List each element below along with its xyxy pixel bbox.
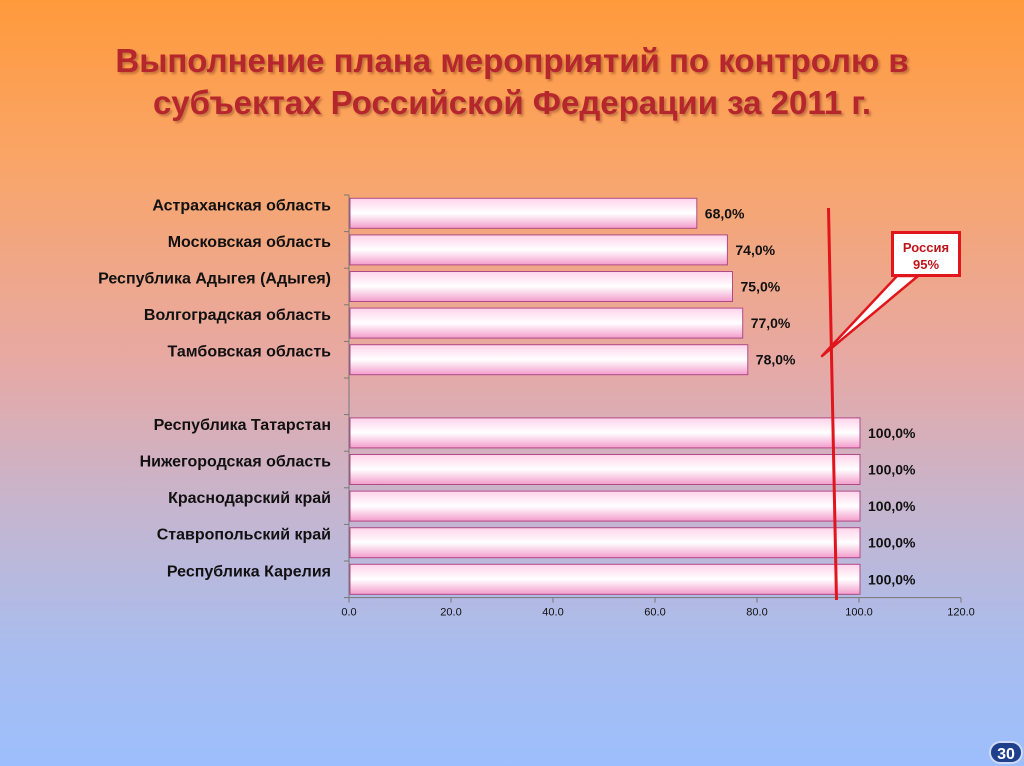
slide-title: Выполнение плана мероприятий по контролю… [115,42,909,121]
chart-bars [349,197,861,595]
category-label: Республика Адыгея (Адыгея) [98,271,331,288]
data-label: 100,0% [868,571,916,587]
bar [349,417,861,449]
reference-line [827,207,838,601]
data-label: 78,0% [756,352,796,368]
category-label: Ставропольский край [157,527,331,544]
category-label: Республика Татарстан [154,417,331,434]
chart-labels: Астраханская область 68,0% Московская обла… [98,197,916,587]
bar [349,307,744,339]
bar [349,527,861,559]
callout-pointer [820,274,920,358]
x-tick-label: 60.0 [644,607,665,619]
chart-axes: 0.0 20.0 40.0 60.0 80.0 100.0 120.0 [341,194,975,619]
bar [349,234,728,266]
page-number-badge: 30 [989,741,1023,764]
x-tick-label: 80.0 [746,607,767,619]
category-label: Нижегородская область [140,454,332,471]
bar [349,197,698,229]
bar [349,490,861,522]
bar [349,271,733,302]
category-label: Московская область [168,234,331,251]
data-label: 75,0% [741,279,781,295]
data-label: 74,0% [735,242,775,258]
bar [349,344,749,376]
data-label: 68,0% [705,205,745,221]
russia-callout: Россия 95% [891,231,961,277]
category-label: Волгоградская область [144,307,331,324]
category-label: Республика Карелия [167,563,331,580]
data-label: 100,0% [868,462,916,478]
category-label: Краснодарский край [168,490,331,507]
bar [349,563,861,595]
callout-value: 95% [912,257,940,272]
callout-label: Россия [902,240,950,255]
data-label: 100,0% [868,425,916,441]
category-label: Астраханская область [152,197,331,214]
bar [349,454,861,485]
x-tick-label: 0.0 [341,607,356,619]
data-label: 100,0% [868,498,916,514]
x-tick-label: 100.0 [845,607,873,619]
x-tick-label: 120.0 [947,607,975,619]
data-label: 100,0% [868,535,916,551]
category-label: Тамбовская область [168,344,332,361]
x-tick-label: 40.0 [542,607,563,619]
x-tick-label: 20.0 [440,607,461,619]
data-label: 77,0% [751,315,791,331]
